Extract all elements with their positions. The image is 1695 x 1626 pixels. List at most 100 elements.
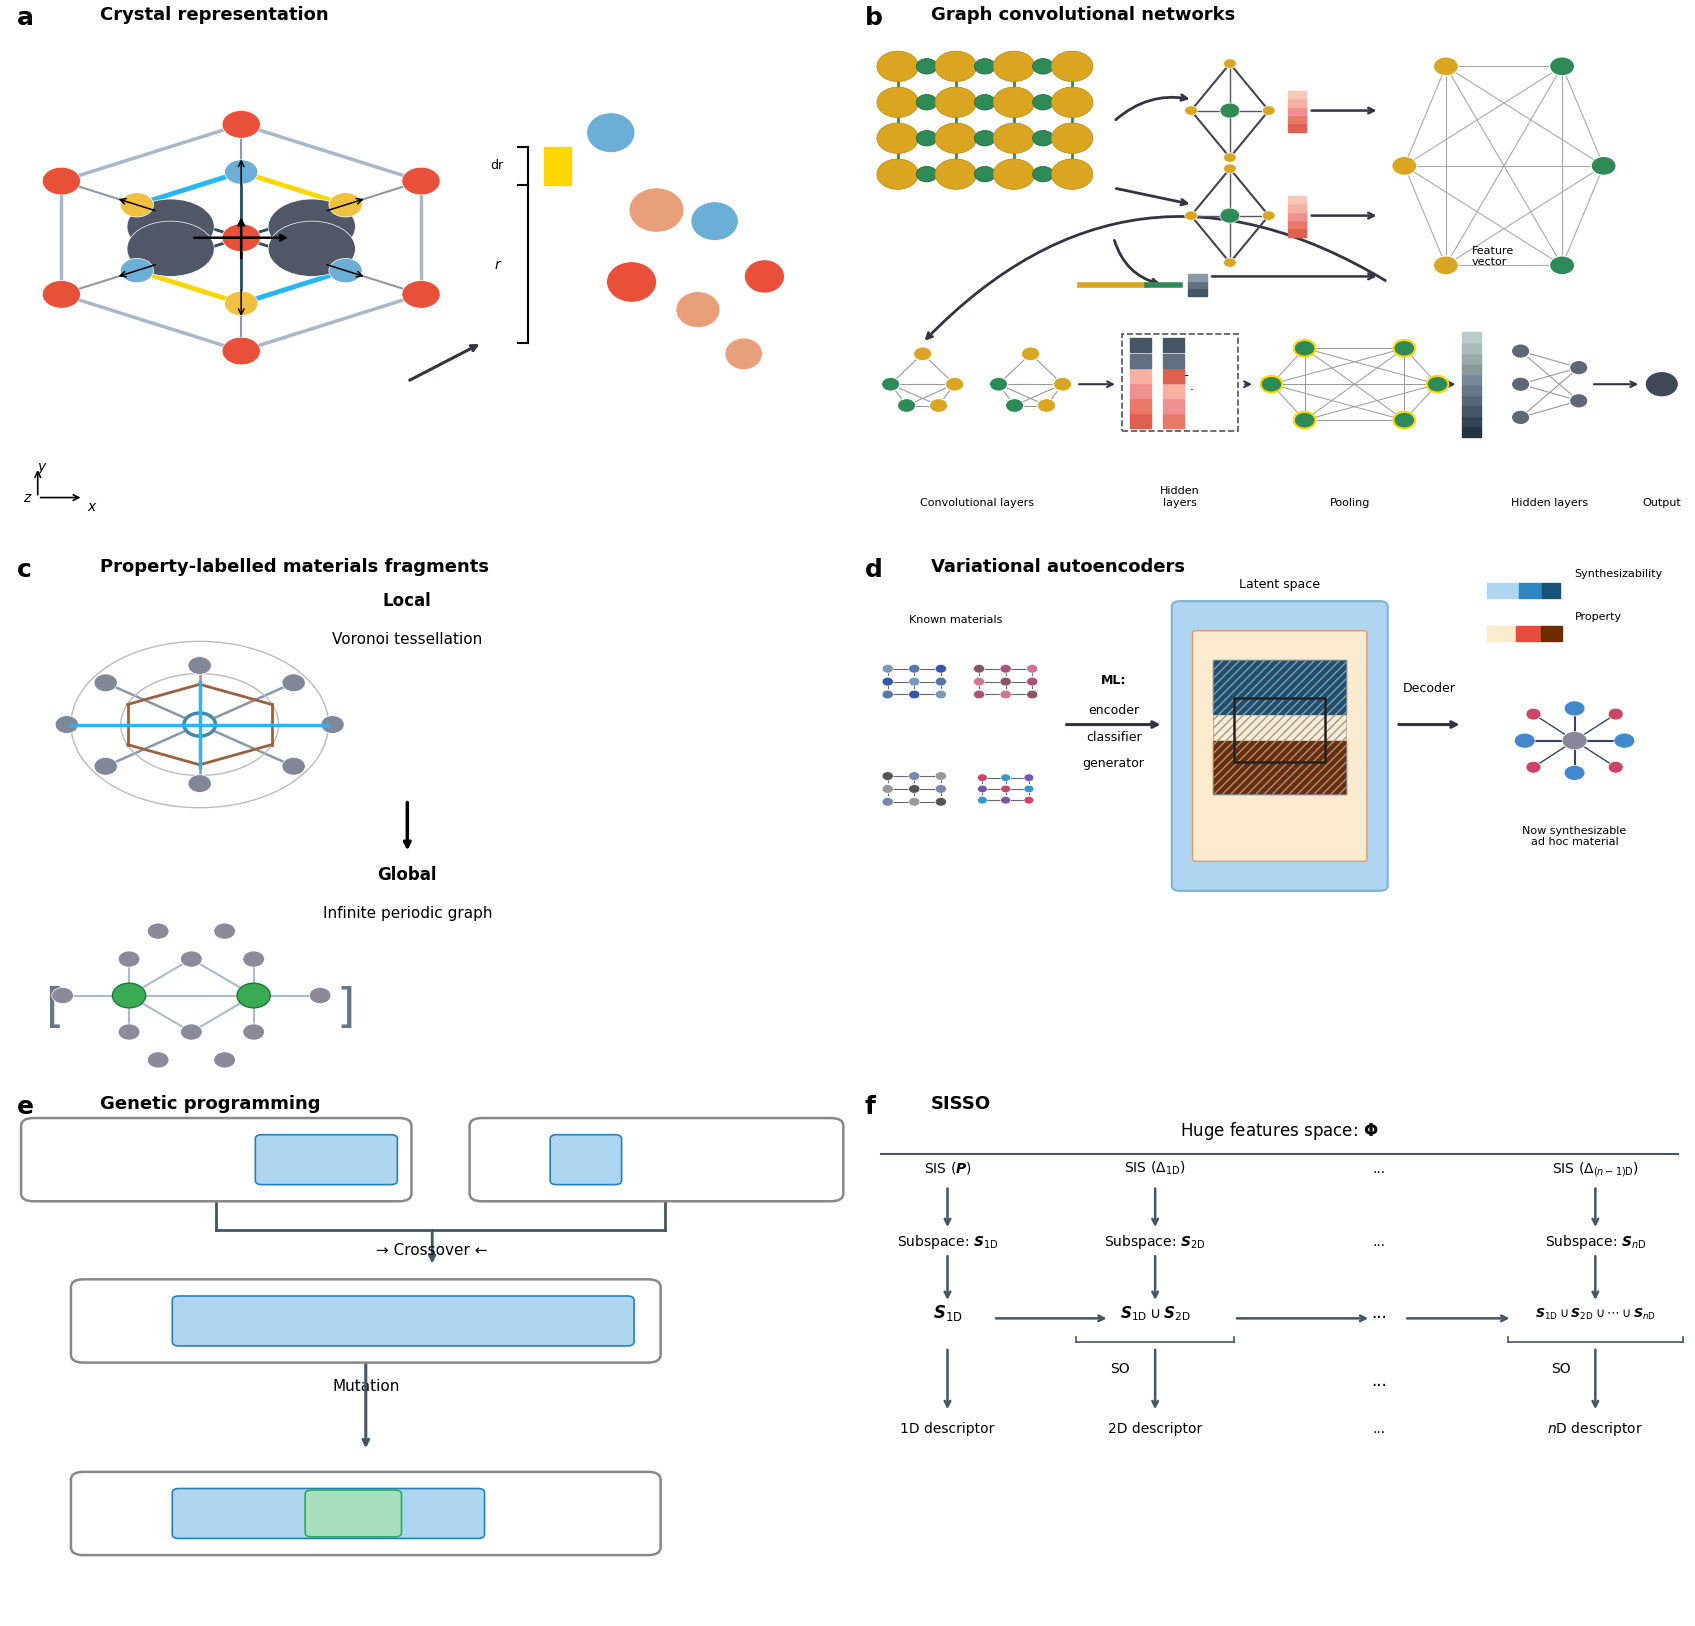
Text: Feature
vector: Feature vector xyxy=(1471,246,1514,267)
Ellipse shape xyxy=(993,159,1034,189)
Bar xyxy=(1163,400,1185,413)
FancyBboxPatch shape xyxy=(1171,602,1388,891)
Ellipse shape xyxy=(973,678,985,686)
Ellipse shape xyxy=(183,714,215,737)
Ellipse shape xyxy=(1000,689,1012,699)
Ellipse shape xyxy=(876,88,919,117)
FancyBboxPatch shape xyxy=(173,1488,485,1538)
Ellipse shape xyxy=(725,338,763,369)
Ellipse shape xyxy=(917,59,937,75)
Ellipse shape xyxy=(973,665,985,673)
Text: $\mathit{17x} +$: $\mathit{17x} +$ xyxy=(232,1506,276,1522)
Ellipse shape xyxy=(936,665,946,673)
Ellipse shape xyxy=(127,221,214,276)
Bar xyxy=(1163,415,1185,428)
Bar xyxy=(544,146,571,185)
Bar xyxy=(1288,99,1307,107)
Ellipse shape xyxy=(224,159,258,184)
Text: Subspace: $\boldsymbol{S}_{1\mathrm{D}}$: Subspace: $\boldsymbol{S}_{1\mathrm{D}}$ xyxy=(897,1233,998,1250)
Text: ]: ] xyxy=(337,987,354,1031)
Ellipse shape xyxy=(1261,376,1281,392)
Ellipse shape xyxy=(1027,689,1037,699)
Ellipse shape xyxy=(1549,255,1575,275)
Ellipse shape xyxy=(119,951,141,967)
Text: e: e xyxy=(17,1094,34,1119)
Ellipse shape xyxy=(127,198,214,254)
Ellipse shape xyxy=(242,951,264,967)
Ellipse shape xyxy=(1646,371,1678,397)
Ellipse shape xyxy=(1051,88,1093,117)
Ellipse shape xyxy=(1564,766,1585,780)
Ellipse shape xyxy=(1000,797,1010,803)
Ellipse shape xyxy=(909,678,920,686)
Ellipse shape xyxy=(147,1052,170,1068)
Ellipse shape xyxy=(181,1024,202,1041)
Ellipse shape xyxy=(909,797,920,806)
Text: d: d xyxy=(864,558,883,582)
FancyBboxPatch shape xyxy=(20,1119,412,1202)
Ellipse shape xyxy=(978,785,986,793)
Text: $\boldsymbol{S}_{1\mathrm{D}}$: $\boldsymbol{S}_{1\mathrm{D}}$ xyxy=(932,1304,963,1324)
Ellipse shape xyxy=(329,193,363,216)
Ellipse shape xyxy=(1526,709,1541,720)
Text: classifier: classifier xyxy=(1086,730,1141,743)
Text: Huge features space: $\boldsymbol{\Phi}$: Huge features space: $\boldsymbol{\Phi}$ xyxy=(1180,1120,1380,1141)
Ellipse shape xyxy=(56,715,78,733)
FancyBboxPatch shape xyxy=(256,1135,397,1185)
Bar xyxy=(1288,221,1307,228)
Bar xyxy=(1541,626,1563,641)
Ellipse shape xyxy=(1000,678,1012,686)
Ellipse shape xyxy=(320,715,344,733)
Ellipse shape xyxy=(1263,106,1275,115)
Text: ML:: ML: xyxy=(1102,675,1125,688)
Ellipse shape xyxy=(1027,678,1037,686)
Bar xyxy=(1542,584,1561,598)
Ellipse shape xyxy=(975,59,995,75)
Ellipse shape xyxy=(222,224,261,252)
Text: Decoder: Decoder xyxy=(1403,683,1456,696)
Text: 2D descriptor: 2D descriptor xyxy=(1109,1421,1202,1436)
Ellipse shape xyxy=(978,774,986,782)
Ellipse shape xyxy=(909,689,920,699)
Ellipse shape xyxy=(237,984,270,1008)
Bar xyxy=(1122,335,1237,431)
Bar xyxy=(1519,584,1542,598)
Ellipse shape xyxy=(1027,665,1037,673)
Ellipse shape xyxy=(53,987,73,1003)
Ellipse shape xyxy=(1393,411,1415,429)
Bar xyxy=(1463,416,1481,426)
Ellipse shape xyxy=(917,166,937,182)
Text: Property: Property xyxy=(1575,611,1622,621)
Bar xyxy=(1188,281,1207,288)
Ellipse shape xyxy=(1220,208,1239,223)
Ellipse shape xyxy=(946,377,964,392)
Ellipse shape xyxy=(281,673,305,691)
Ellipse shape xyxy=(936,689,946,699)
Bar xyxy=(1463,374,1481,384)
Ellipse shape xyxy=(936,797,946,806)
Text: r: r xyxy=(495,259,500,273)
Text: $(x-1)$: $(x-1)$ xyxy=(420,1504,470,1522)
Ellipse shape xyxy=(181,951,202,967)
Ellipse shape xyxy=(1564,701,1585,715)
Ellipse shape xyxy=(1051,159,1093,189)
Bar xyxy=(1131,338,1151,353)
Text: $f(x) = 3.2x^2 +$: $f(x) = 3.2x^2 +$ xyxy=(115,1150,217,1171)
Text: f: f xyxy=(864,1094,875,1119)
Ellipse shape xyxy=(1512,377,1529,392)
Ellipse shape xyxy=(881,689,893,699)
Ellipse shape xyxy=(1512,343,1529,358)
Ellipse shape xyxy=(1185,106,1197,115)
Ellipse shape xyxy=(1434,57,1458,76)
Text: ...: ... xyxy=(1371,1304,1387,1322)
Ellipse shape xyxy=(929,398,948,413)
Ellipse shape xyxy=(224,291,258,315)
Bar xyxy=(1517,626,1541,641)
FancyBboxPatch shape xyxy=(470,1119,844,1202)
Text: Now synthesizable
ad hoc material: Now synthesizable ad hoc material xyxy=(1522,826,1627,847)
Text: $\boldsymbol{S}_{1\mathrm{D}} \cup \boldsymbol{S}_{2\mathrm{D}}$: $\boldsymbol{S}_{1\mathrm{D}} \cup \bold… xyxy=(1120,1304,1190,1324)
Ellipse shape xyxy=(42,281,80,309)
Bar xyxy=(1463,426,1481,437)
Ellipse shape xyxy=(1032,59,1053,75)
Bar xyxy=(1163,384,1185,398)
